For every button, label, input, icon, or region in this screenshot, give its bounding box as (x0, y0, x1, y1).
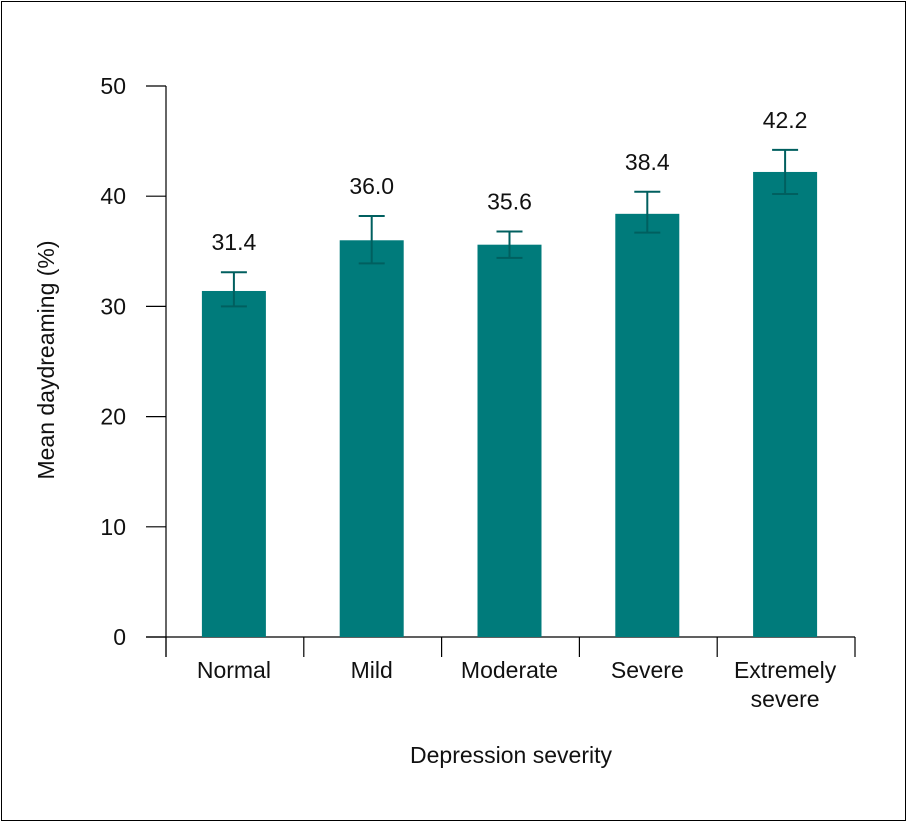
bar (201, 290, 266, 637)
x-tick-label: severe (751, 686, 820, 712)
data-label: 42.2 (763, 107, 808, 133)
bar (615, 213, 680, 637)
y-tick-label: 20 (100, 404, 126, 430)
y-tick-label: 40 (100, 183, 126, 209)
x-tick-label: Normal (197, 657, 271, 683)
y-tick-label: 0 (113, 624, 126, 650)
x-tick-label: Severe (611, 657, 684, 683)
bar (753, 171, 818, 637)
bar (339, 240, 404, 637)
bar (477, 244, 542, 638)
x-tick-label: Extremely (734, 657, 837, 683)
x-tick-label: Mild (351, 657, 393, 683)
x-axis-title: Depression severity (410, 742, 612, 768)
data-label: 36.0 (349, 173, 394, 199)
data-label: 31.4 (212, 229, 257, 255)
data-label: 35.6 (487, 188, 532, 214)
y-tick-label: 10 (100, 514, 126, 540)
y-tick-label: 50 (100, 73, 126, 99)
x-tick-label: Moderate (461, 657, 558, 683)
y-axis-title: Mean daydreaming (%) (33, 240, 59, 479)
y-tick-label: 30 (100, 293, 126, 319)
data-label: 38.4 (625, 149, 670, 175)
